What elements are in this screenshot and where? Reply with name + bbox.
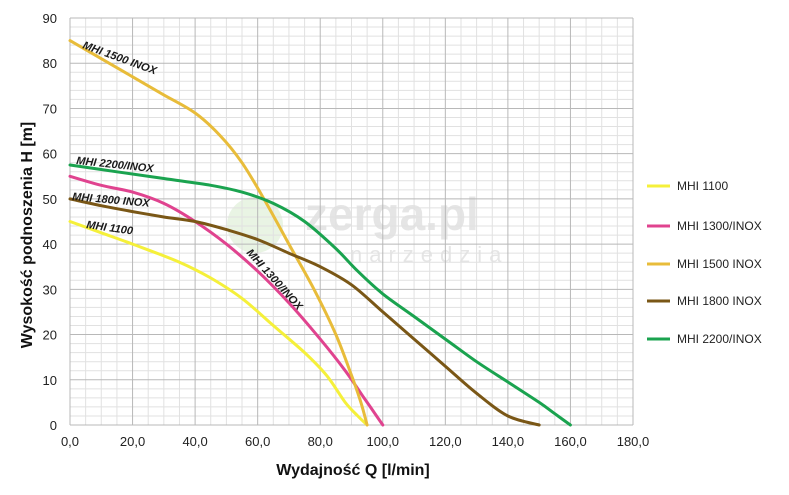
- legend-label-mhi-1500-inox: MHI 1500 INOX: [677, 257, 762, 271]
- y-tick-label: 40: [43, 237, 57, 252]
- watermark-text: zerga.pl: [305, 188, 479, 240]
- series-line-mhi-1100: [68, 220, 369, 427]
- watermark: zerga.pl narzedzia: [227, 188, 501, 267]
- y-tick-label: 60: [43, 147, 57, 162]
- legend-label-mhi-1300-inox: MHI 1300/INOX: [677, 219, 762, 233]
- y-tick-label: 50: [43, 192, 57, 207]
- y-tick-label: 10: [43, 373, 57, 388]
- x-tick-label: 60,0: [245, 434, 270, 449]
- x-tick-labels: 0,0 20,0 40,0 60,0 80,0 100,0 120,0 140,0 160,0 1…: [61, 434, 649, 449]
- x-tick-label: 180,0: [617, 434, 650, 449]
- y-tick-label: 70: [43, 101, 57, 116]
- x-axis-title: Wydajność Q [l/min]: [276, 462, 430, 479]
- legend-label-mhi-1800-inox: MHI 1800 INOX: [677, 294, 762, 308]
- y-tick-label: 20: [43, 328, 57, 343]
- series-line-mhi-1300-inox: [68, 174, 385, 427]
- y-tick-label: 80: [43, 56, 57, 71]
- x-tick-label: 140,0: [492, 434, 525, 449]
- x-tick-label: 120,0: [429, 434, 462, 449]
- grid-minor: [70, 18, 633, 425]
- series-line-mhi-2200-inox: [68, 163, 572, 427]
- y-tick-label: 30: [43, 282, 57, 297]
- legend-label-mhi-2200-inox: MHI 2200/INOX: [677, 332, 762, 346]
- x-tick-label: 160,0: [554, 434, 587, 449]
- x-tick-label: 0,0: [61, 434, 79, 449]
- x-tick-label: 20,0: [120, 434, 145, 449]
- series-line-mhi-1500-inox: [68, 39, 369, 427]
- series-line-mhi-1800-inox: [68, 197, 541, 427]
- x-tick-label: 40,0: [182, 434, 207, 449]
- y-tick-labels: 0 10 20 30 40 50 60 70 80 90: [43, 11, 57, 433]
- legend: MHI 1100 MHI 1300/INOX MHI 1500 INOX MHI 18…: [647, 179, 762, 346]
- curves: [68, 39, 572, 427]
- legend-label-mhi-1100: MHI 1100: [677, 179, 728, 193]
- x-tick-label: 80,0: [308, 434, 333, 449]
- y-tick-label: 0: [50, 418, 57, 433]
- y-axis-title: Wysokość podnoszenia H [m]: [19, 122, 36, 348]
- y-tick-label: 90: [43, 11, 57, 26]
- x-tick-label: 100,0: [367, 434, 400, 449]
